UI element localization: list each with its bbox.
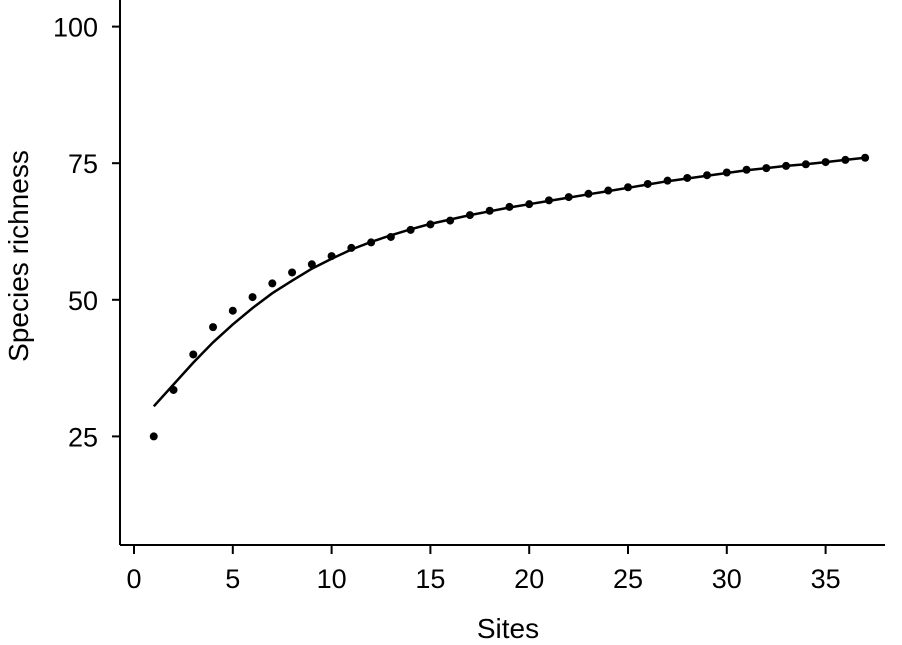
data-point — [821, 158, 830, 167]
data-point — [584, 189, 593, 198]
x-tick-label: 10 — [317, 564, 347, 594]
data-point — [386, 232, 395, 241]
y-tick-label: 100 — [53, 13, 98, 43]
data-point — [643, 179, 652, 188]
data-point — [426, 220, 435, 229]
ticks-layer: 0 5 10 15 20 25 30 35 25 50 75 100 — [53, 13, 841, 594]
x-tick-label: 35 — [811, 564, 841, 594]
data-point — [624, 183, 632, 192]
y-tick-label: 25 — [68, 422, 98, 452]
fit-curve-layer — [152, 156, 866, 408]
data-point — [406, 225, 415, 234]
data-point — [861, 153, 870, 162]
data-point — [485, 206, 494, 215]
data-point — [228, 306, 237, 315]
data-point — [505, 202, 514, 211]
x-axis-label: Sites — [477, 613, 539, 644]
x-tick-label: 20 — [514, 564, 544, 594]
y-axis-label: Species richness — [3, 150, 34, 362]
data-point — [742, 165, 751, 174]
data-point — [367, 238, 376, 247]
data-point — [288, 268, 297, 277]
data-point — [544, 196, 553, 205]
x-tick-label: 25 — [613, 564, 643, 594]
data-point — [663, 176, 672, 185]
data-point — [446, 216, 455, 225]
data-point — [801, 160, 810, 169]
axes — [119, 0, 885, 546]
data-point — [703, 171, 712, 180]
data-point — [722, 168, 731, 177]
data-point — [307, 260, 316, 269]
data-point — [209, 323, 218, 332]
data-point — [683, 173, 692, 182]
x-tick-label: 5 — [225, 564, 240, 594]
data-point — [248, 293, 257, 302]
data-point — [189, 350, 198, 359]
data-point — [327, 252, 336, 261]
y-tick-label: 75 — [68, 149, 98, 179]
data-point — [525, 200, 534, 209]
data-point — [149, 432, 158, 441]
y-tick-label: 50 — [68, 286, 98, 316]
data-point — [465, 211, 474, 220]
fit-curve — [152, 156, 866, 408]
x-tick-label: 30 — [712, 564, 742, 594]
data-point — [564, 193, 573, 202]
data-point — [268, 279, 277, 288]
data-point — [347, 243, 356, 252]
data-point — [841, 155, 850, 164]
data-points-layer — [149, 153, 870, 441]
data-point — [169, 385, 178, 394]
data-point — [762, 164, 771, 173]
data-point — [782, 161, 791, 170]
x-tick-label: 15 — [415, 564, 445, 594]
x-tick-label: 0 — [126, 564, 141, 594]
data-point — [604, 186, 613, 195]
